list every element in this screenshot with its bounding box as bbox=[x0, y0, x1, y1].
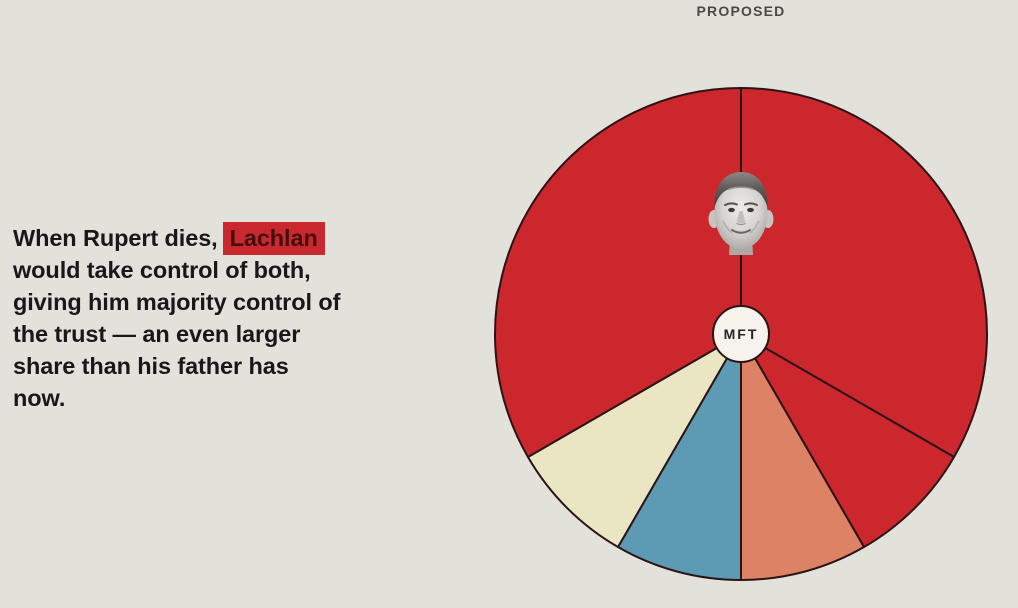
annotation-line1-prefix: When Rupert dies, bbox=[13, 225, 218, 251]
lachlan-highlight: Lachlan bbox=[222, 222, 325, 255]
portrait-brow-left bbox=[724, 202, 738, 206]
portrait-nose bbox=[736, 211, 746, 224]
pie-slice-red-left-large bbox=[494, 87, 742, 458]
annotation-line: now. bbox=[13, 385, 66, 411]
annotation-line: giving him majority control of bbox=[13, 289, 341, 315]
pie-slice-salmon-lower-right bbox=[740, 333, 865, 581]
pie-slice-blue-lower-left bbox=[617, 333, 742, 581]
lachlan-photo bbox=[708, 172, 774, 255]
portrait-nose-base bbox=[736, 222, 746, 226]
portrait-cheek-right bbox=[749, 220, 760, 234]
portrait-brow-right bbox=[744, 202, 758, 206]
portrait-hairline bbox=[727, 186, 755, 191]
portrait-cheek-left bbox=[722, 220, 733, 234]
pie-slice-cream-lower-left bbox=[526, 333, 742, 549]
center-badge: MFT bbox=[712, 305, 770, 363]
mft-label: MFT bbox=[724, 326, 759, 342]
pie-slices bbox=[494, 87, 988, 581]
annotation-line: would take control of both, bbox=[13, 257, 311, 283]
chart-title: PROPOSED bbox=[696, 3, 786, 19]
annotation-line: the trust — an even larger bbox=[13, 321, 301, 347]
annotation-line: share than his father has bbox=[13, 353, 289, 379]
annotation-line: When Rupert dies, Lachlan bbox=[13, 222, 413, 255]
pie-slice-red-lower-right-small bbox=[740, 333, 956, 549]
portrait-eye-left bbox=[728, 207, 735, 213]
portrait-mouth bbox=[731, 229, 751, 234]
annotation-text: When Rupert dies, Lachlan would take cont… bbox=[13, 222, 413, 414]
pie-chart: MFT bbox=[494, 87, 988, 581]
portrait-eye-right bbox=[747, 207, 754, 213]
mft-circle bbox=[712, 305, 770, 363]
portrait-hair bbox=[714, 172, 768, 207]
pie-slice-red-right-large bbox=[740, 87, 988, 458]
